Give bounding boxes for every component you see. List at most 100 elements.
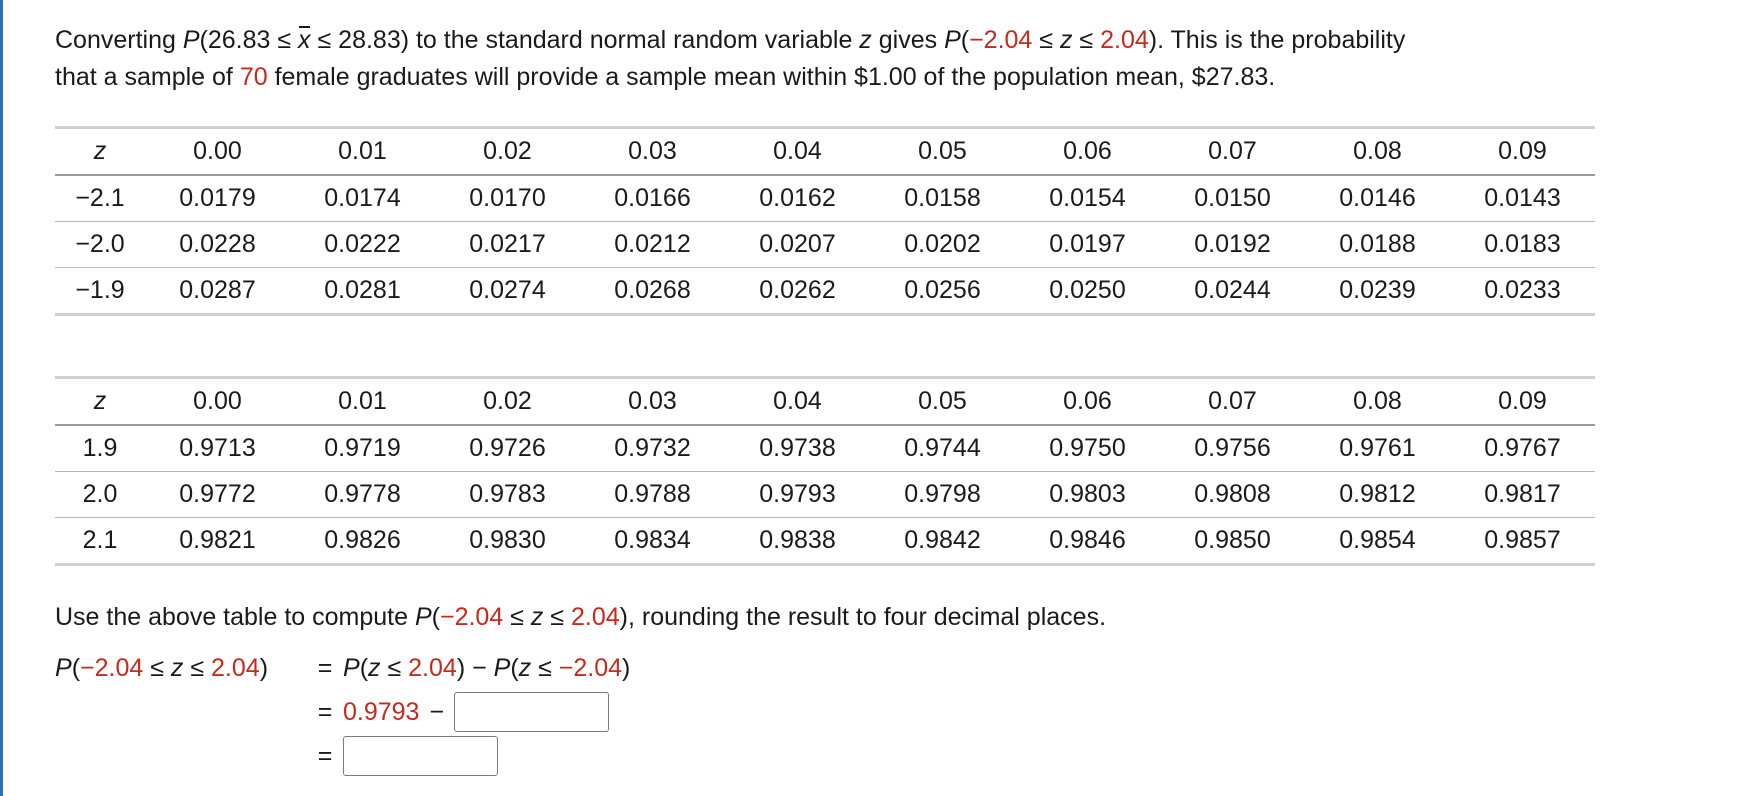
table-header-cell: 0.04 [725, 376, 870, 426]
table-header-cell: 0.00 [145, 376, 290, 426]
work-line-2: = 0.9793 − [55, 690, 1725, 734]
table-cell: 0.0233 [1450, 267, 1595, 316]
table-cell: 0.0166 [580, 175, 725, 222]
intro-text: ). This is the probability [1148, 26, 1406, 54]
table-cell: 0.9783 [435, 471, 580, 518]
table-cell: 0.9830 [435, 517, 580, 566]
expr-part: ≤ [143, 653, 171, 682]
question-part: Use the above table to compute [55, 603, 415, 631]
table-header-cell: 0.02 [435, 376, 580, 426]
table-cell: 0.0239 [1305, 267, 1450, 316]
row-z-label: 1.9 [55, 425, 145, 472]
table-cell: 0.9767 [1450, 425, 1595, 472]
table-cell: 0.0256 [870, 267, 1015, 316]
table-cell: 0.9838 [725, 517, 870, 566]
final-answer-input[interactable] [343, 736, 498, 776]
table-header-cell: 0.02 [435, 126, 580, 176]
table-cell: 0.0250 [1015, 267, 1160, 316]
work-line-3: = [55, 734, 1725, 778]
table-cell: 0.9817 [1450, 471, 1595, 518]
z-table-positive: z 0.00 0.01 0.02 0.03 0.04 0.05 0.06 0.0… [55, 376, 1595, 566]
table-header-cell: 0.05 [870, 376, 1015, 426]
intro-text: z [859, 26, 872, 54]
table-cell: 0.9726 [435, 425, 580, 472]
table-cell: 0.9850 [1160, 517, 1305, 566]
intro-text: (26.83 ≤ [199, 26, 299, 54]
table-row: 1.9 0.9713 0.9719 0.9726 0.9732 0.9738 0… [55, 425, 1595, 472]
table-cell: 0.9812 [1305, 471, 1450, 518]
table-header-cell: 0.04 [725, 126, 870, 176]
table-cell: 0.9793 [725, 471, 870, 518]
table-cell: 0.0170 [435, 175, 580, 222]
intro-text: ≤ 28.83) to the standard normal random v… [310, 26, 860, 54]
z-upper-value: 2.04 [408, 653, 457, 682]
intro-text: ( [960, 26, 970, 54]
expr-part: − [465, 653, 494, 682]
z-upper-value: 2.04 [211, 653, 260, 682]
intro-text: gives [871, 26, 945, 54]
z-lower-value: −2.04 [558, 653, 623, 682]
table-cell: 0.9732 [580, 425, 725, 472]
table-cell: 0.0287 [145, 267, 290, 316]
table-header-cell: 0.08 [1305, 376, 1450, 426]
table-cell: 0.0207 [725, 221, 870, 268]
table-cell: 0.0188 [1305, 221, 1450, 268]
table-header-cell: 0.00 [145, 126, 290, 176]
intro-paragraph: Converting P(26.83 ≤ x ≤ 28.83) to the s… [55, 22, 1725, 96]
question-part: ≤ [503, 603, 531, 631]
table-cell: 0.9854 [1305, 517, 1450, 566]
table-cell: 0.0192 [1160, 221, 1305, 268]
table-cell: 0.9846 [1015, 517, 1160, 566]
table-cell: 0.0262 [725, 267, 870, 316]
table-cell: 0.0217 [435, 221, 580, 268]
table-cell: 0.9772 [145, 471, 290, 518]
table-header-cell: 0.05 [870, 126, 1015, 176]
row-z-label: 2.0 [55, 471, 145, 518]
question-text: Use the above table to compute P(−2.04 ≤… [55, 602, 1725, 632]
table-cell: 0.9834 [580, 517, 725, 566]
upper-probability-value: 0.9793 [343, 697, 420, 726]
table-cell: 0.9744 [870, 425, 1015, 472]
table-header-row: z 0.00 0.01 0.02 0.03 0.04 0.05 0.06 0.0… [55, 126, 1595, 176]
table-cell: 0.0244 [1160, 267, 1305, 316]
expr-part: ( [510, 653, 519, 682]
expr-part: ≤ [380, 653, 409, 682]
row-z-label: −1.9 [55, 267, 145, 316]
z-table-negative: z 0.00 0.01 0.02 0.03 0.04 0.05 0.06 0.0… [55, 126, 1595, 316]
equals-sign: = [317, 697, 333, 726]
intro-text: P [944, 26, 961, 54]
intro-text: that a sample of [55, 63, 240, 91]
table-cell: 0.9826 [290, 517, 435, 566]
table-cell: 0.0162 [725, 175, 870, 222]
expr-part: P [493, 653, 511, 682]
expr-part: z [170, 653, 184, 682]
intro-text: ≤ [1072, 26, 1101, 54]
expr-part: z [518, 653, 532, 682]
expr-part: ) [456, 653, 466, 682]
z-upper-value: 2.04 [570, 603, 620, 631]
table-row: 2.1 0.9821 0.9826 0.9830 0.9834 0.9838 0… [55, 517, 1595, 566]
table-cell: 0.0143 [1450, 175, 1595, 222]
left-accent-bar [0, 0, 3, 796]
expr-part: z [368, 653, 381, 682]
intro-text: female graduates will provide a sample m… [267, 63, 1276, 91]
lower-probability-input[interactable] [454, 692, 610, 732]
table-header-cell: 0.07 [1160, 126, 1305, 176]
table-header-cell: z [55, 126, 145, 176]
table-cell: 0.0154 [1015, 175, 1160, 222]
table-cell: 0.0183 [1450, 221, 1595, 268]
table-row: 2.0 0.9772 0.9778 0.9783 0.9788 0.9793 0… [55, 471, 1595, 518]
intro-text: P [182, 26, 200, 54]
table-row: −2.0 0.0228 0.0222 0.0217 0.0212 0.0207 … [55, 221, 1595, 268]
z-lower-value: −2.04 [969, 26, 1033, 54]
expr-part: ≤ [183, 653, 212, 682]
table-cell: 0.9750 [1015, 425, 1160, 472]
table-cell: 0.9821 [145, 517, 290, 566]
work-area: P(−2.04 ≤ z ≤ 2.04) = P(z ≤ 2.04) − P(z … [55, 646, 1725, 778]
expr-part: ( [71, 653, 81, 682]
table-header-cell: 0.09 [1450, 126, 1595, 176]
table-cell: 0.9803 [1015, 471, 1160, 518]
intro-text: z [1059, 26, 1073, 54]
table-cell: 0.0146 [1305, 175, 1450, 222]
table-header-cell: z [55, 376, 145, 426]
